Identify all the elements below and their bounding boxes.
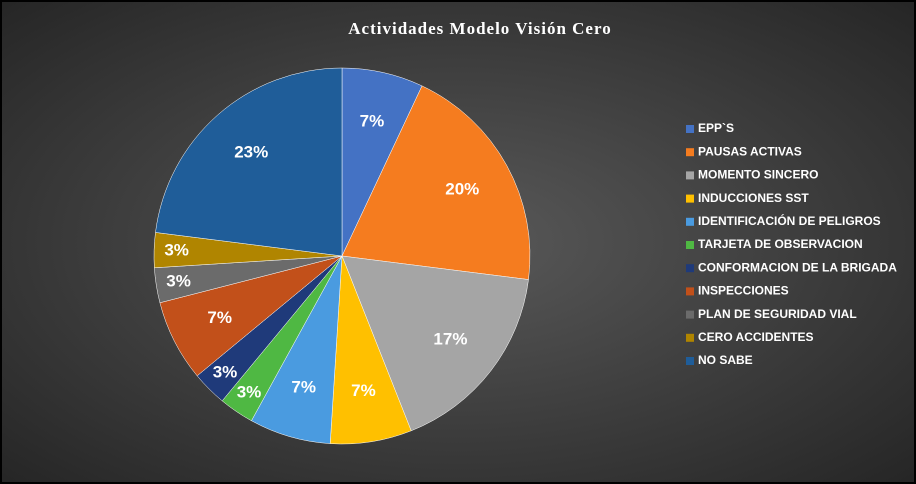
chart-title: Actividades Modelo Visión Cero bbox=[348, 19, 611, 38]
legend-swatch bbox=[686, 148, 694, 157]
data-label: 17% bbox=[433, 330, 467, 349]
legend-swatch bbox=[686, 287, 694, 296]
pie-slice bbox=[341, 255, 529, 432]
data-label: 20% bbox=[445, 179, 479, 198]
data-label: 7% bbox=[351, 381, 376, 400]
legend-label: TARJETA DE OBSERVACION bbox=[698, 237, 863, 251]
legend-swatch bbox=[686, 333, 694, 342]
legend-label: NO SABE bbox=[698, 353, 753, 367]
legend: EPP`S PAUSAS ACTIVAS MOMENTO SINCERO INDUCC… bbox=[686, 121, 897, 367]
legend-label: IDENTIFICACIÓN DE PELIGROS bbox=[698, 213, 881, 228]
legend-swatch bbox=[686, 357, 694, 365]
pie: 7%20%17%7%7%3%3%7%3%3%23% bbox=[153, 67, 531, 445]
data-label: 7% bbox=[360, 112, 385, 131]
legend-label: INSPECCIONES bbox=[698, 284, 789, 298]
data-label: 3% bbox=[213, 362, 238, 381]
data-label: 23% bbox=[234, 143, 268, 162]
data-label: 7% bbox=[207, 308, 232, 327]
legend-label: MOMENTO SINCERO bbox=[698, 168, 818, 182]
legend-swatch bbox=[686, 125, 694, 133]
legend-swatch bbox=[686, 194, 694, 203]
data-label: 3% bbox=[164, 240, 189, 259]
pie-slice bbox=[155, 67, 343, 257]
legend-label: CONFORMACION DE LA BRIGADA bbox=[698, 260, 897, 274]
data-label: 3% bbox=[237, 382, 262, 401]
legend-swatch bbox=[686, 264, 694, 273]
legend-swatch bbox=[686, 310, 694, 319]
legend-label: INDUCCIONES SST bbox=[698, 191, 809, 205]
legend-swatch bbox=[686, 241, 694, 249]
legend-label: PAUSAS ACTIVAS bbox=[698, 144, 802, 158]
legend-label: EPP`S bbox=[698, 121, 734, 135]
data-label: 7% bbox=[291, 377, 316, 396]
legend-swatch bbox=[686, 171, 694, 180]
pie-slice bbox=[341, 85, 531, 280]
legend-label: CERO ACCIDENTES bbox=[698, 330, 814, 344]
legend-swatch bbox=[686, 217, 694, 226]
legend-label: PLAN DE SEGURIDAD VIAL bbox=[698, 307, 857, 321]
data-label: 3% bbox=[166, 271, 191, 290]
